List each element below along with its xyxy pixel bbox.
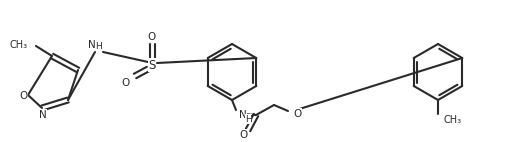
Text: N: N bbox=[39, 110, 47, 120]
Text: O: O bbox=[122, 78, 130, 88]
Text: S: S bbox=[148, 59, 156, 72]
Text: H: H bbox=[95, 41, 101, 51]
Text: N: N bbox=[88, 40, 96, 50]
Text: O: O bbox=[148, 32, 156, 42]
Text: O: O bbox=[239, 130, 247, 140]
Text: N: N bbox=[239, 110, 247, 120]
Text: CH₃: CH₃ bbox=[443, 115, 461, 125]
Text: H: H bbox=[245, 114, 252, 124]
Text: O: O bbox=[293, 109, 301, 119]
Text: CH₃: CH₃ bbox=[10, 40, 28, 50]
Text: O: O bbox=[19, 91, 27, 101]
